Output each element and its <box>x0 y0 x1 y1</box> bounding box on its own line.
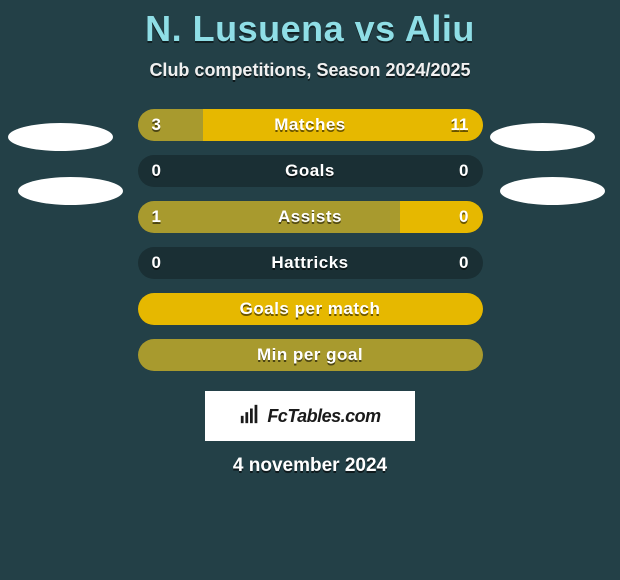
stat-row: Min per goal <box>138 339 483 371</box>
stat-row: Goals0 0 <box>138 155 483 187</box>
page-subtitle: Club competitions, Season 2024/2025 <box>0 60 620 81</box>
stat-label: Matches <box>138 109 483 141</box>
logo-text: FcTables.com <box>267 406 380 427</box>
side-ellipse <box>490 123 595 151</box>
stat-row: Assists1 0 <box>138 201 483 233</box>
stat-row: Matches3 11 <box>138 109 483 141</box>
stat-label: Goals per match <box>138 293 483 325</box>
stat-value-right: 0 <box>459 155 468 187</box>
stat-row: Goals per match <box>138 293 483 325</box>
logo-box: FcTables.com <box>205 391 415 441</box>
stat-value-right: 11 <box>451 109 469 141</box>
stat-row: Hattricks0 0 <box>138 247 483 279</box>
stat-value-left: 1 <box>152 201 161 233</box>
date-text: 4 november 2024 <box>0 455 620 477</box>
stat-value-right: 0 <box>459 247 468 279</box>
stat-value-right: 0 <box>459 201 468 233</box>
stat-value-left: 3 <box>152 109 161 141</box>
stat-value-left: 0 <box>152 247 161 279</box>
stat-label: Assists <box>138 201 483 233</box>
stat-label: Goals <box>138 155 483 187</box>
stat-label: Hattricks <box>138 247 483 279</box>
logo-icon <box>239 403 261 430</box>
side-ellipse <box>500 177 605 205</box>
side-ellipse <box>8 123 113 151</box>
side-ellipse <box>18 177 123 205</box>
stat-value-left: 0 <box>152 155 161 187</box>
page-title: N. Lusuena vs Aliu <box>0 0 620 50</box>
stat-label: Min per goal <box>138 339 483 371</box>
